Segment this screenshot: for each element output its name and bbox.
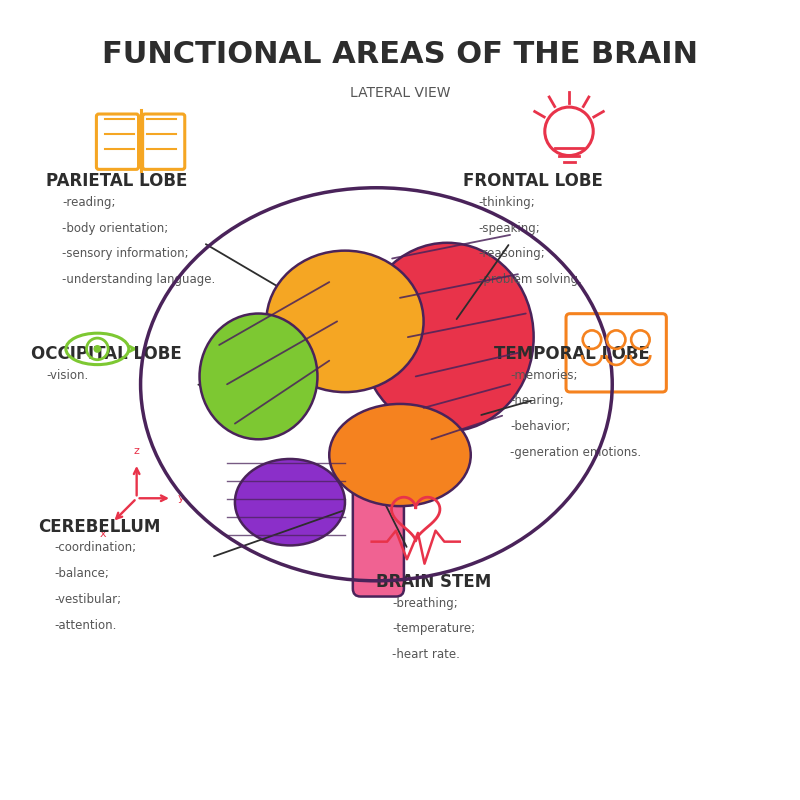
Text: -vision.: -vision.	[46, 369, 89, 382]
Text: -heart rate.: -heart rate.	[392, 649, 460, 662]
FancyBboxPatch shape	[353, 486, 404, 597]
Text: -reading;: -reading;	[62, 196, 115, 209]
Text: FRONTAL LOBE: FRONTAL LOBE	[463, 172, 602, 190]
Ellipse shape	[266, 250, 423, 392]
Text: TEMPORAL LOBE: TEMPORAL LOBE	[494, 345, 650, 363]
Text: LATERAL VIEW: LATERAL VIEW	[350, 86, 450, 101]
Text: BRAIN STEM: BRAIN STEM	[377, 573, 492, 591]
Ellipse shape	[235, 459, 345, 546]
Text: -understanding language.: -understanding language.	[62, 274, 215, 286]
Text: z: z	[134, 446, 139, 457]
Ellipse shape	[361, 242, 534, 431]
Text: -sensory information;: -sensory information;	[62, 247, 189, 261]
Text: -body orientation;: -body orientation;	[62, 222, 168, 234]
Text: -memories;: -memories;	[510, 369, 578, 382]
Text: -behavior;: -behavior;	[510, 421, 570, 434]
Text: -hearing;: -hearing;	[510, 394, 564, 407]
Text: -temperature;: -temperature;	[392, 622, 475, 635]
Text: -coordination;: -coordination;	[54, 542, 136, 554]
Text: y: y	[178, 494, 184, 503]
Text: x: x	[99, 529, 106, 539]
Text: -vestibular;: -vestibular;	[54, 594, 122, 606]
Text: FUNCTIONAL AREAS OF THE BRAIN: FUNCTIONAL AREAS OF THE BRAIN	[102, 40, 698, 69]
Text: -speaking;: -speaking;	[478, 222, 540, 234]
Text: CEREBELLUM: CEREBELLUM	[38, 518, 161, 536]
Text: -reasoning;: -reasoning;	[478, 247, 546, 261]
Text: PARIETAL LOBE: PARIETAL LOBE	[46, 172, 188, 190]
Ellipse shape	[199, 314, 318, 439]
Circle shape	[94, 345, 102, 353]
Text: -thinking;: -thinking;	[478, 196, 535, 209]
Text: -problem solving.: -problem solving.	[478, 274, 582, 286]
Text: -generation emotions.: -generation emotions.	[510, 446, 641, 459]
Text: -breathing;: -breathing;	[392, 597, 458, 610]
Text: OCCIPITAL LOBE: OCCIPITAL LOBE	[30, 345, 182, 363]
Text: -balance;: -balance;	[54, 567, 109, 581]
Text: -attention.: -attention.	[54, 619, 117, 632]
Ellipse shape	[330, 404, 470, 506]
